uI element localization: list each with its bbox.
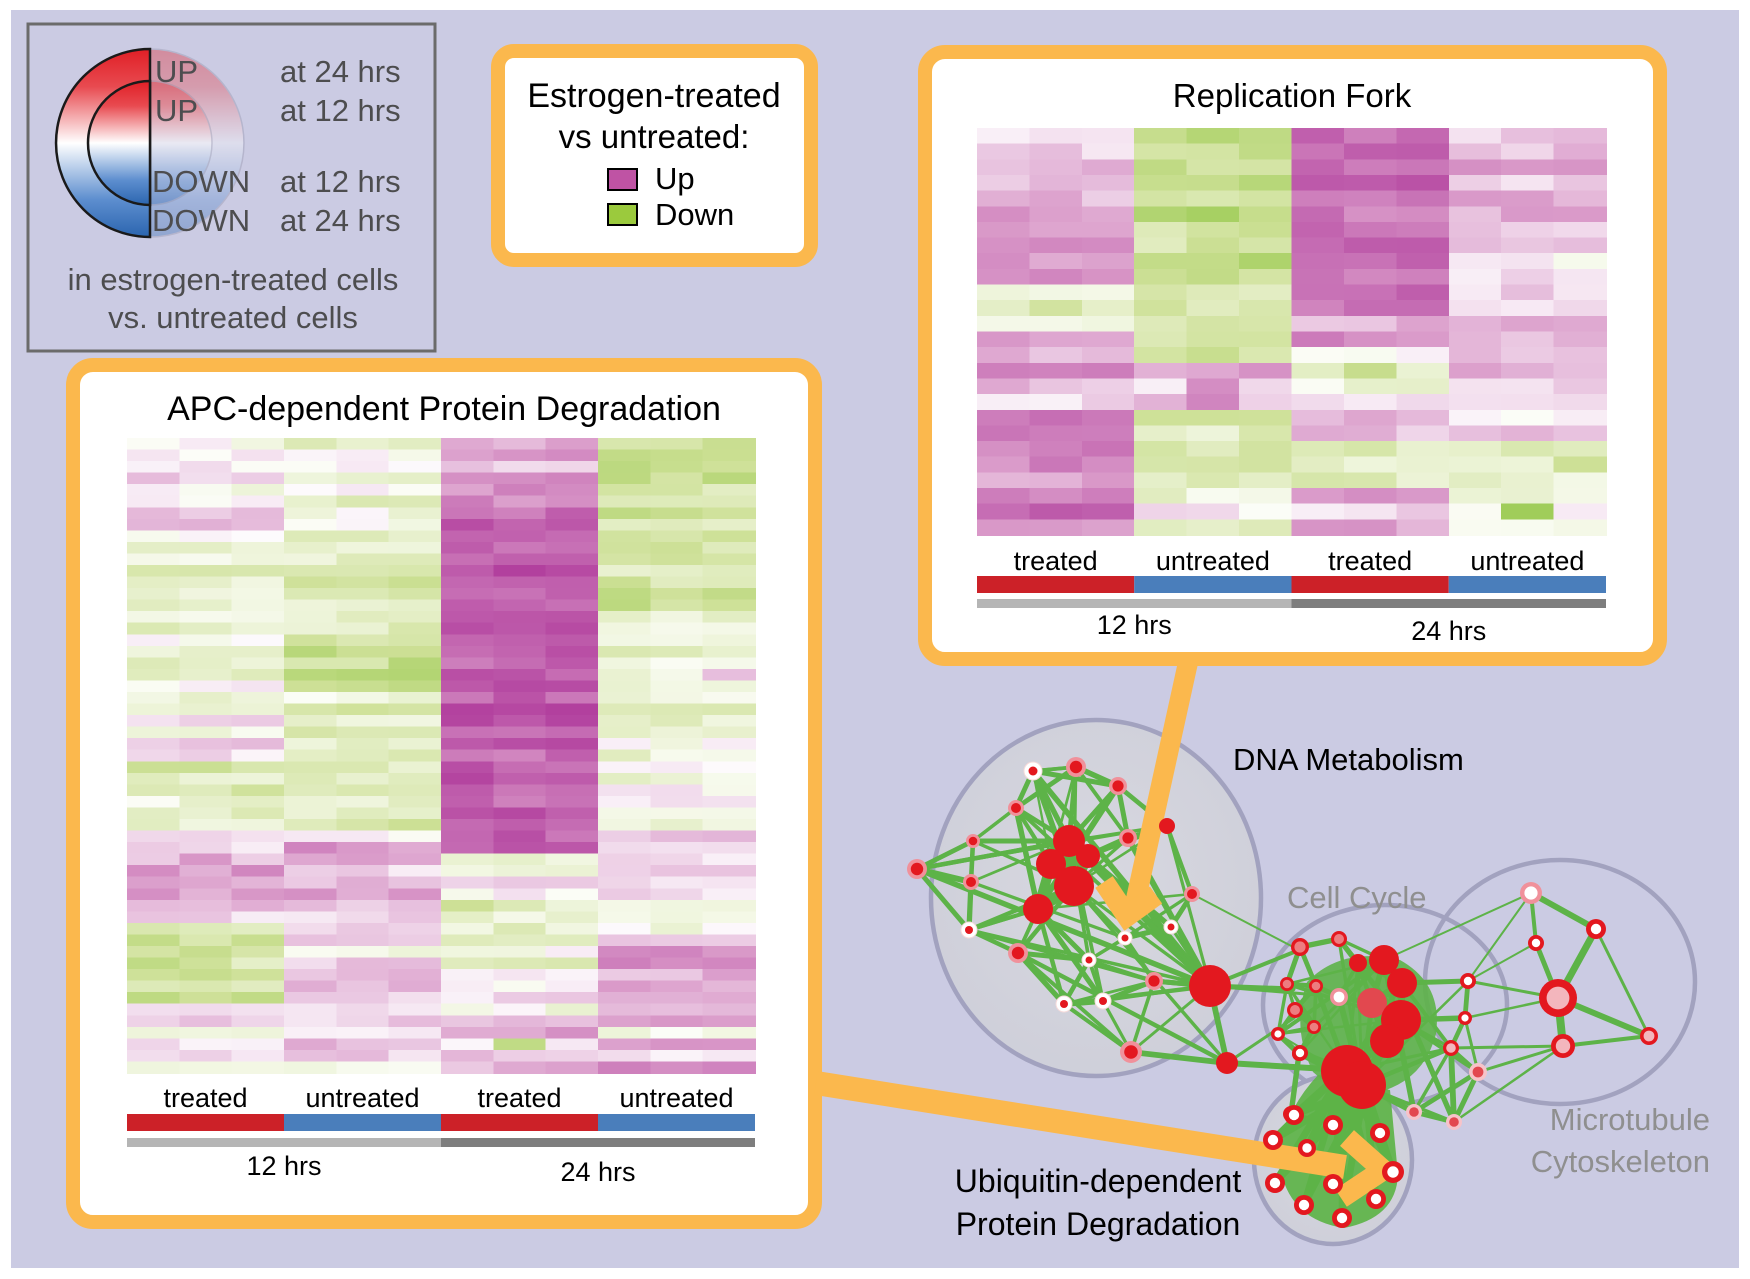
svg-text:DNA Metabolism: DNA Metabolism [1233, 742, 1464, 777]
svg-text:untreated: untreated [1156, 546, 1270, 576]
svg-text:at 24 hrs: at 24 hrs [280, 203, 401, 238]
svg-text:Cytoskeleton: Cytoskeleton [1531, 1144, 1710, 1179]
svg-text:vs. untreated cells: vs. untreated cells [108, 300, 358, 335]
svg-text:24 hrs: 24 hrs [1411, 616, 1486, 646]
svg-text:untreated: untreated [619, 1083, 733, 1113]
svg-text:treated: treated [1328, 546, 1412, 576]
svg-text:treated: treated [477, 1083, 561, 1113]
svg-text:UP: UP [155, 54, 198, 89]
svg-text:UP: UP [155, 93, 198, 128]
svg-text:at 12 hrs: at 12 hrs [280, 93, 401, 128]
svg-text:at 24 hrs: at 24 hrs [280, 54, 401, 89]
svg-text:Estrogen-treated: Estrogen-treated [527, 77, 780, 115]
svg-text:Cell Cycle: Cell Cycle [1287, 880, 1427, 915]
svg-text:at 12 hrs: at 12 hrs [280, 164, 401, 199]
svg-text:treated: treated [1014, 546, 1098, 576]
svg-text:untreated: untreated [1470, 546, 1584, 576]
svg-text:in estrogen-treated cells: in estrogen-treated cells [68, 262, 399, 297]
svg-text:Up: Up [655, 161, 695, 196]
svg-text:12 hrs: 12 hrs [1097, 610, 1172, 640]
svg-text:Protein Degradation: Protein Degradation [956, 1206, 1241, 1242]
svg-text:Replication Fork: Replication Fork [1173, 77, 1412, 114]
svg-text:vs untreated:: vs untreated: [559, 118, 750, 155]
svg-text:untreated: untreated [305, 1083, 419, 1113]
svg-text:Microtubule: Microtubule [1550, 1102, 1710, 1137]
svg-text:24 hrs: 24 hrs [560, 1157, 635, 1187]
svg-text:APC-dependent Protein Degradat: APC-dependent Protein Degradation [167, 390, 721, 428]
svg-text:Ubiquitin-dependent: Ubiquitin-dependent [955, 1163, 1242, 1199]
svg-text:treated: treated [163, 1083, 247, 1113]
svg-text:12 hrs: 12 hrs [246, 1151, 321, 1181]
svg-text:Down: Down [655, 197, 734, 232]
svg-text:DOWN: DOWN [152, 203, 250, 238]
svg-text:DOWN: DOWN [152, 164, 250, 199]
